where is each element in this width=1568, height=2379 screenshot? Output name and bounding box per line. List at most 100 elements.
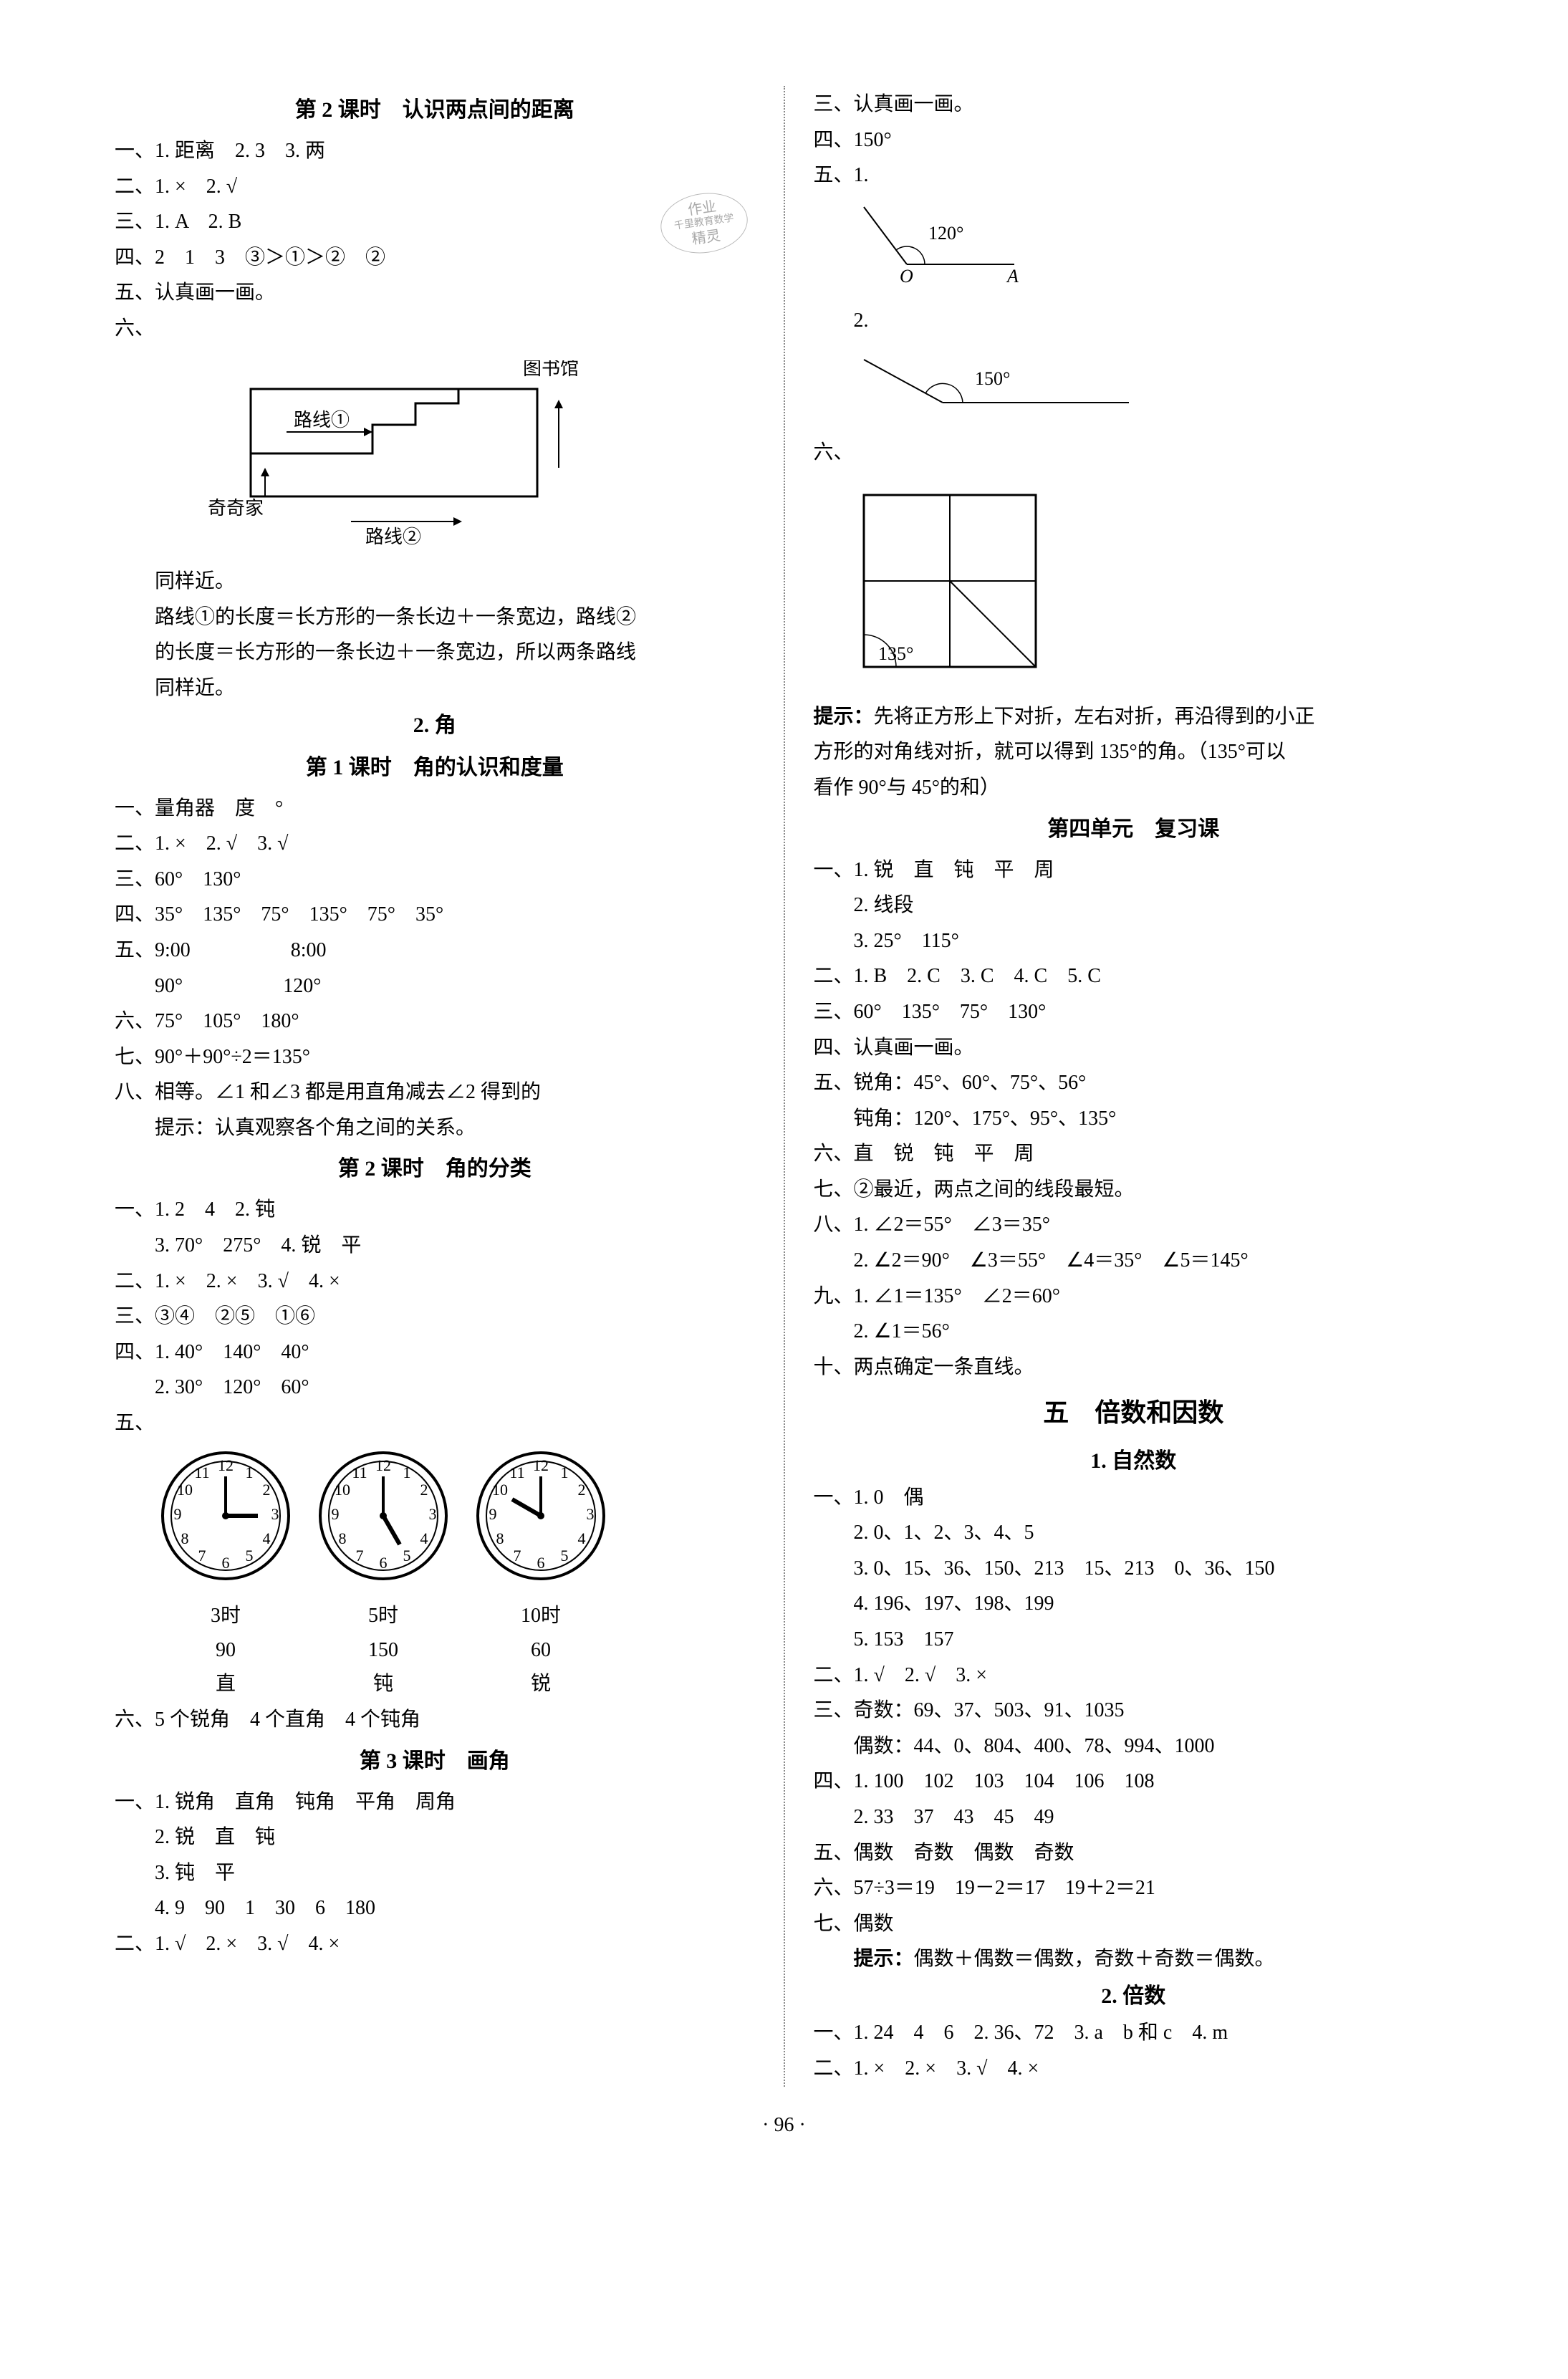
clock-type: 锐 (473, 1667, 609, 1701)
angle-120-diagram: 120° O A (857, 200, 1454, 297)
svg-text:3: 3 (271, 1505, 279, 1523)
answer-line: 五、锐角：45°、60°、75°、56° (814, 1066, 1454, 1100)
svg-text:9: 9 (332, 1505, 340, 1523)
answer-line: 五、认真画一画。 (115, 276, 755, 310)
answer-line: 二、1. × 2. × 3. √ 4. × (814, 2052, 1454, 2086)
angle-svg: 120° O A (857, 200, 1072, 286)
svg-text:1: 1 (403, 1464, 411, 1481)
answer-line: 七、90°＋90°÷2＝135° (115, 1040, 755, 1075)
svg-text:4: 4 (263, 1529, 271, 1547)
answer-line: 三、奇数：69、37、503、91、1035 (814, 1693, 1454, 1728)
left-column: 第 2 课时 认识两点间的距离 一、1. 距离 2. 3 3. 两 二、1. ×… (115, 86, 755, 2087)
answer-line: 看作 90°与 45°的和） (814, 771, 1454, 805)
svg-text:5: 5 (403, 1547, 411, 1565)
answer-line: 四、认真画一画。 (814, 1031, 1454, 1065)
answer-line: 5. 153 157 (814, 1623, 1454, 1657)
answer-line: 五、1. (814, 158, 1454, 193)
answer-line: 三、1. A 2. B (115, 205, 755, 239)
svg-text:2: 2 (578, 1481, 586, 1499)
svg-text:7: 7 (514, 1547, 521, 1565)
answer-line: 五、偶数 奇数 偶数 奇数 (814, 1836, 1454, 1870)
answer-line: 六、5 个锐角 4 个直角 4 个钝角 (115, 1703, 755, 1737)
svg-text:7: 7 (356, 1547, 364, 1565)
hint-text: 先将正方形上下对折，左右对折，再沿得到的小正 (874, 706, 1315, 728)
answer-line: 二、1. B 2. C 3. C 4. C 5. C (814, 959, 1454, 994)
square-135-diagram: 135° (850, 481, 1454, 693)
lesson-title: 第 2 课时 角的分类 (115, 1150, 755, 1187)
answer-line: 六、 (115, 312, 755, 346)
answer-line: 四、150° (814, 123, 1454, 158)
hint-line: 提示：先将正方形上下对折，左右对折，再沿得到的小正 (814, 700, 1454, 734)
svg-text:5: 5 (246, 1547, 254, 1565)
answer-line: 2. ∠2＝90° ∠3＝55° ∠4＝35° ∠5＝145° (814, 1244, 1454, 1278)
clock-angles: 90 150 60 (158, 1633, 755, 1668)
answer-line: 四、1. 40° 140° 40° (115, 1335, 755, 1370)
section-heading: 2. 角 (115, 707, 755, 744)
right-column: 三、认真画一画。 四、150° 五、1. 120° O A 2. 150° (814, 86, 1454, 2087)
point-a: A (1006, 266, 1019, 286)
clock-type: 钝 (315, 1667, 451, 1701)
answer-line: 4. 9 90 1 30 6 180 (115, 1891, 755, 1926)
section-heading: 1. 自然数 (814, 1443, 1454, 1479)
svg-text:11: 11 (509, 1464, 524, 1481)
clocks-row: 1212 345 678 91011 3时 1212 (158, 1448, 755, 1633)
answer-line: 2. 0、1、2、3、4、5 (814, 1516, 1454, 1550)
answer-line: 4. 196、197、198、199 (814, 1587, 1454, 1621)
clock-icon: 1212 345 678 91011 (473, 1448, 609, 1584)
answer-line: 七、②最近，两点之间的线段最短。 (814, 1173, 1454, 1207)
answer-hint: 提示：认真观察各个角之间的关系。 (115, 1111, 755, 1145)
answer-line: 二、1. √ 2. √ 3. × (814, 1658, 1454, 1693)
svg-text:11: 11 (194, 1464, 209, 1481)
answer-line: 一、1. 24 4 6 2. 36、72 3. a b 和 c 4. m (814, 2016, 1454, 2050)
answer-line: 3. 70° 275° 4. 锐 平 (115, 1229, 755, 1263)
angle-label: 120° (928, 223, 963, 244)
clock-angle: 150 (315, 1633, 451, 1668)
answer-line: 2. 锐 直 钝 (115, 1820, 755, 1855)
answer-line: 一、1. 锐角 直角 钝角 平角 周角 (115, 1785, 755, 1820)
svg-text:10: 10 (492, 1481, 508, 1499)
svg-text:9: 9 (489, 1505, 497, 1523)
svg-text:7: 7 (198, 1547, 206, 1565)
svg-text:9: 9 (174, 1505, 182, 1523)
answer-line: 一、1. 距离 2. 3 3. 两 (115, 134, 755, 168)
hint-line: 提示：偶数＋偶数＝偶数，奇数＋奇数＝偶数。 (814, 1942, 1454, 1976)
clock-icon: 1212 345 678 91011 (315, 1448, 451, 1584)
answer-line: 一、1. 锐 直 钝 平 周 (814, 853, 1454, 888)
answer-line: 2. ∠1＝56° (814, 1315, 1454, 1349)
answer-line: 一、1. 2 4 2. 钝 (115, 1193, 755, 1227)
answer-line: 十、两点确定一条直线。 (814, 1350, 1454, 1385)
svg-text:12: 12 (218, 1456, 234, 1474)
answer-line: 三、60° 130° (115, 862, 755, 897)
answer-line: 二、1. √ 2. × 3. √ 4. × (115, 1927, 755, 1961)
route2-label: 路线② (365, 527, 421, 547)
svg-text:6: 6 (380, 1554, 388, 1572)
lesson-title: 第 3 课时 画角 (115, 1743, 755, 1779)
clock-item: 1212 345 678 91011 10时 (473, 1448, 609, 1633)
lesson-title: 第 2 课时 认识两点间的距离 (115, 92, 755, 128)
answer-line: 一、1. 0 偶 (814, 1481, 1454, 1515)
svg-text:2: 2 (263, 1481, 271, 1499)
angle-svg: 150° (857, 345, 1143, 417)
answer-line: 一、量角器 度 ° (115, 792, 755, 826)
svg-text:10: 10 (335, 1481, 350, 1499)
answer-line: 二、1. × 2. × 3. √ 4. × (115, 1264, 755, 1299)
svg-text:1: 1 (246, 1464, 254, 1481)
lesson-title: 第 1 课时 角的认识和度量 (115, 749, 755, 786)
clock-types: 直 钝 锐 (158, 1667, 755, 1701)
answer-line: 2. 33 37 43 45 49 (814, 1800, 1454, 1835)
svg-text:5: 5 (561, 1547, 569, 1565)
svg-text:6: 6 (222, 1554, 230, 1572)
answer-line: 2. 30° 120° 60° (115, 1370, 755, 1405)
clock-time-label: 5时 (315, 1599, 451, 1633)
clock-icon: 1212 345 678 91011 (158, 1448, 294, 1584)
answer-line: 六、直 锐 钝 平 周 (814, 1137, 1454, 1171)
svg-text:8: 8 (181, 1529, 189, 1547)
route-svg: 图书馆 路线① 路线② 奇奇家 (208, 360, 595, 547)
answer-line: 五、 (115, 1406, 755, 1441)
answer-line: 钝角：120°、175°、95°、135° (814, 1102, 1454, 1136)
svg-text:11: 11 (352, 1464, 367, 1481)
svg-text:12: 12 (375, 1456, 391, 1474)
answer-line: 偶数：44、0、804、400、78、994、1000 (814, 1729, 1454, 1764)
answer-line: 六、75° 105° 180° (115, 1004, 755, 1039)
answer-line: 五、9:00 8:00 (115, 933, 755, 968)
